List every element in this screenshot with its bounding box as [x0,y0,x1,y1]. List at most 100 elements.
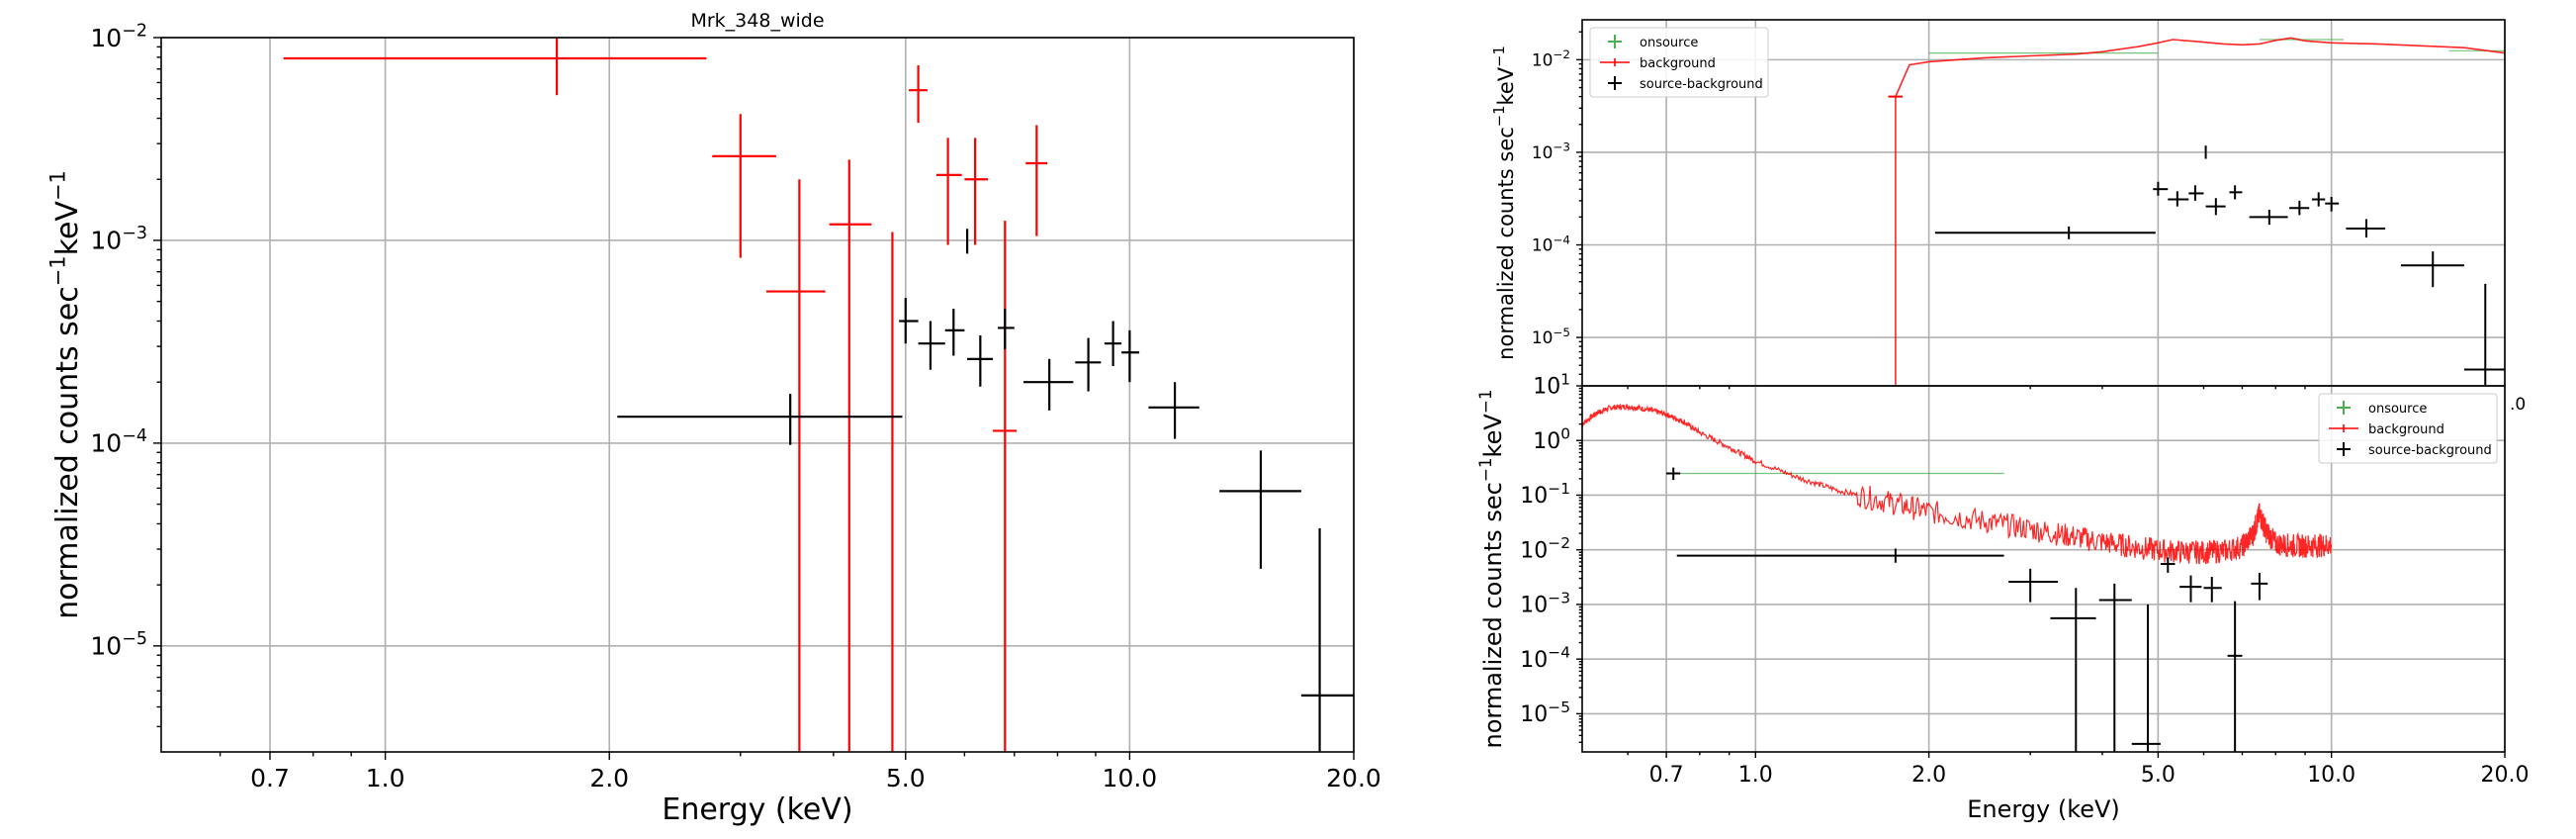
error-bar-point [617,394,903,445]
data-layer [283,38,1354,752]
y-tick-label: 101 [1533,370,1570,399]
axes-panel-3: 0.7 1.0 2.0 5.0 10.0 20.010−510−410−310−210−1… [1475,370,2530,823]
x-tick-label: 2.0 [1911,763,1946,788]
legend-label: background [1640,56,1716,71]
x-tick-label: 5.0 [886,764,926,792]
legend: onsource background source-background [2318,393,2498,464]
y-tick-label-exp: −3 [1548,589,1570,606]
y-tick-label-base: 10 [1520,594,1548,618]
y-axis-label: normalized counts sec−1keV−1 [1475,389,1507,748]
y-tick-label: 10−3 [1520,589,1570,617]
error-bar-point [909,65,928,124]
error-bar-point [2050,588,2096,752]
y-axis-label-part: normalized counts sec [50,286,85,619]
x-tick-label: 1.0 [1738,763,1773,788]
error-bar-point [1148,382,1199,439]
axes-frame [1581,385,2506,753]
error-bar-point [918,321,945,370]
error-bar-point [2153,181,2169,196]
error-bar-point [1104,321,1122,366]
error-bar-point [2251,572,2268,601]
y-axis-label-part: normalized counts sec [1494,127,1518,360]
y-tick-label: 10−1 [1520,480,1570,509]
error-bar-point [2346,219,2386,238]
y-tick-label-exp: −2 [122,21,147,41]
error-bar-point [935,138,962,245]
error-bar-point [1025,125,1048,236]
error-bar-point [1075,337,1102,392]
y-tick-label-exp: −5 [1553,326,1570,339]
error-bar-point [1934,226,2156,239]
y-axis-label-part: −1 [45,255,69,286]
y-tick-label: 10−2 [1520,534,1570,563]
series-line [1582,403,2333,565]
error-bar-point [2160,557,2176,573]
x-tick-label: 1.0 [366,764,405,792]
x-tick-label: 10.0 [1103,764,1158,792]
series-background [1888,37,2505,386]
x-tick-label: 10.0 [2307,763,2355,788]
x-tick-label: 20.0 [1326,764,1381,792]
y-tick-label-exp: 1 [1560,370,1570,388]
error-bar-point [967,334,994,387]
y-axis-label-part: −1 [45,170,69,201]
y-tick-label-base: 10 [1532,143,1554,163]
y-tick-label: 10−5 [1520,699,1570,727]
y-tick-label-base: 10 [1532,50,1554,70]
legend: onsource background source-background [1589,27,1769,98]
y-tick-label: 100 [1533,425,1570,454]
y-tick-label-base: 10 [90,632,122,661]
error-bar-point [2325,196,2340,212]
error-bar-point [993,221,1018,752]
legend-frame [1589,27,1769,98]
error-bar-point [283,38,707,96]
y-axis-label: normalized counts sec−1keV−1 [45,170,85,619]
error-bar-point [899,298,919,344]
error-bar-point [998,309,1015,350]
series-set-1 [283,38,1048,752]
y-tick-label-exp: −3 [122,224,147,243]
y-tick-label-exp: −5 [1548,699,1570,716]
x-tick-label: 0.7 [250,764,290,792]
legend-label: onsource [1640,36,1698,50]
x-axis-label: Energy (keV) [1967,795,2120,823]
series-background [1582,403,2333,565]
error-bar-point [1676,548,2004,563]
y-axis-label-part: −1 [1475,457,1495,482]
y-tick-label-base: 10 [1533,375,1560,400]
series-source-background [1934,145,2505,386]
y-tick-label-base: 10 [90,227,122,255]
error-bar-point [1666,467,1681,481]
error-bar-point [2463,283,2505,386]
error-bar-point [1300,528,1354,752]
legend-entry-onsource: onsource [2337,401,2427,417]
error-bar-point [2131,604,2161,752]
legend-entry-source-background: source-background [1608,76,1763,92]
series-set-2 [617,229,1354,752]
y-tick-label-exp: −2 [1548,534,1570,552]
error-bar-point [1022,358,1074,411]
legend-entry-background: background [2329,422,2444,437]
y-tick-label-base: 10 [1532,235,1554,255]
y-tick-label-exp: −5 [122,629,147,649]
y-tick-label: 10−3 [1532,140,1570,163]
y-axis-label-part: −1 [1475,389,1495,414]
error-bar-point [2203,577,2222,603]
y-tick-label-base: 10 [1532,328,1554,348]
error-bar-point [1219,450,1301,569]
y-axis-label: normalized counts sec−1keV−1 [1491,46,1518,360]
axes-panel-1: 0.7 1.0 2.0 5.0 10.0 20.010−510−410−310−2 Mrk_… [45,10,1380,827]
error-bar-point [2289,200,2310,216]
y-tick-label: 10−2 [1532,47,1570,70]
error-bar-point [2229,185,2243,200]
y-axis-label-part: −1 [1491,106,1508,128]
y-tick-label-base: 10 [1520,648,1548,673]
error-bar-point [964,138,989,245]
error-bar-point [765,179,826,752]
y-axis-label-part: keV [50,201,85,256]
y-tick-label: 10−5 [90,629,147,661]
error-bar-point [2179,575,2202,603]
